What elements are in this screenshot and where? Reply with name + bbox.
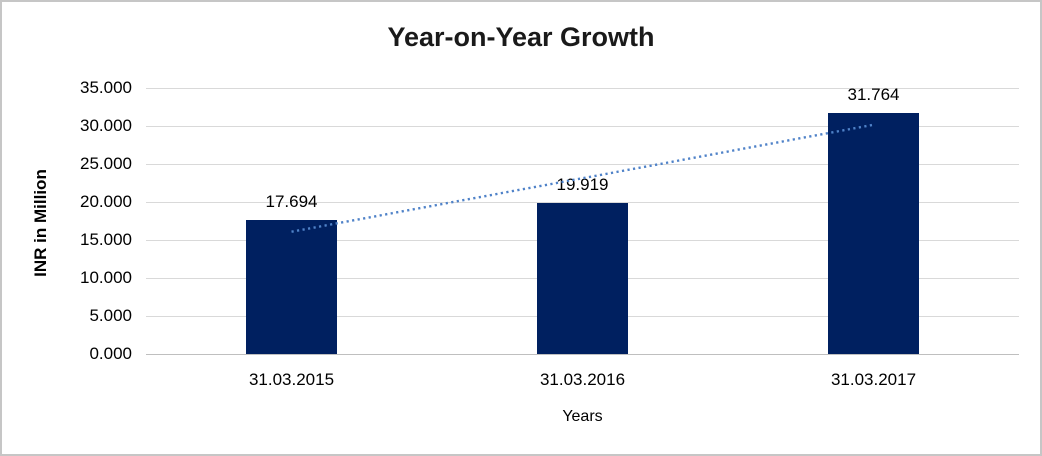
x-axis-title: Years	[562, 408, 603, 425]
y-tick-label: 25.000	[80, 154, 132, 173]
y-tick-label: 10.000	[80, 268, 132, 287]
x-tick-label: 31.03.2017	[830, 370, 917, 389]
x-tick-label: 31.03.2015	[248, 370, 335, 389]
bar	[537, 202, 628, 354]
chart-title: Year-on-Year Growth	[387, 22, 655, 52]
y-tick-label: 30.000	[80, 116, 132, 135]
y-tick-label: 15.000	[80, 230, 132, 249]
bar-value-label: 19.919	[556, 174, 609, 194]
bar-value-label: 17.694	[265, 191, 318, 211]
x-tick-label: 31.03.2016	[539, 370, 626, 389]
bar-value-label: 31.764	[847, 84, 900, 104]
gridline	[146, 88, 1019, 89]
y-tick-label: 20.000	[80, 192, 132, 211]
bar	[828, 112, 919, 354]
y-tick-label: 5.000	[89, 306, 132, 325]
y-axis-title: INR in Million	[31, 169, 50, 277]
bar	[246, 219, 337, 354]
y-tick-label: 35.000	[80, 78, 132, 97]
x-axis-line	[146, 354, 1019, 355]
y-tick-label: 0.000	[89, 344, 132, 363]
